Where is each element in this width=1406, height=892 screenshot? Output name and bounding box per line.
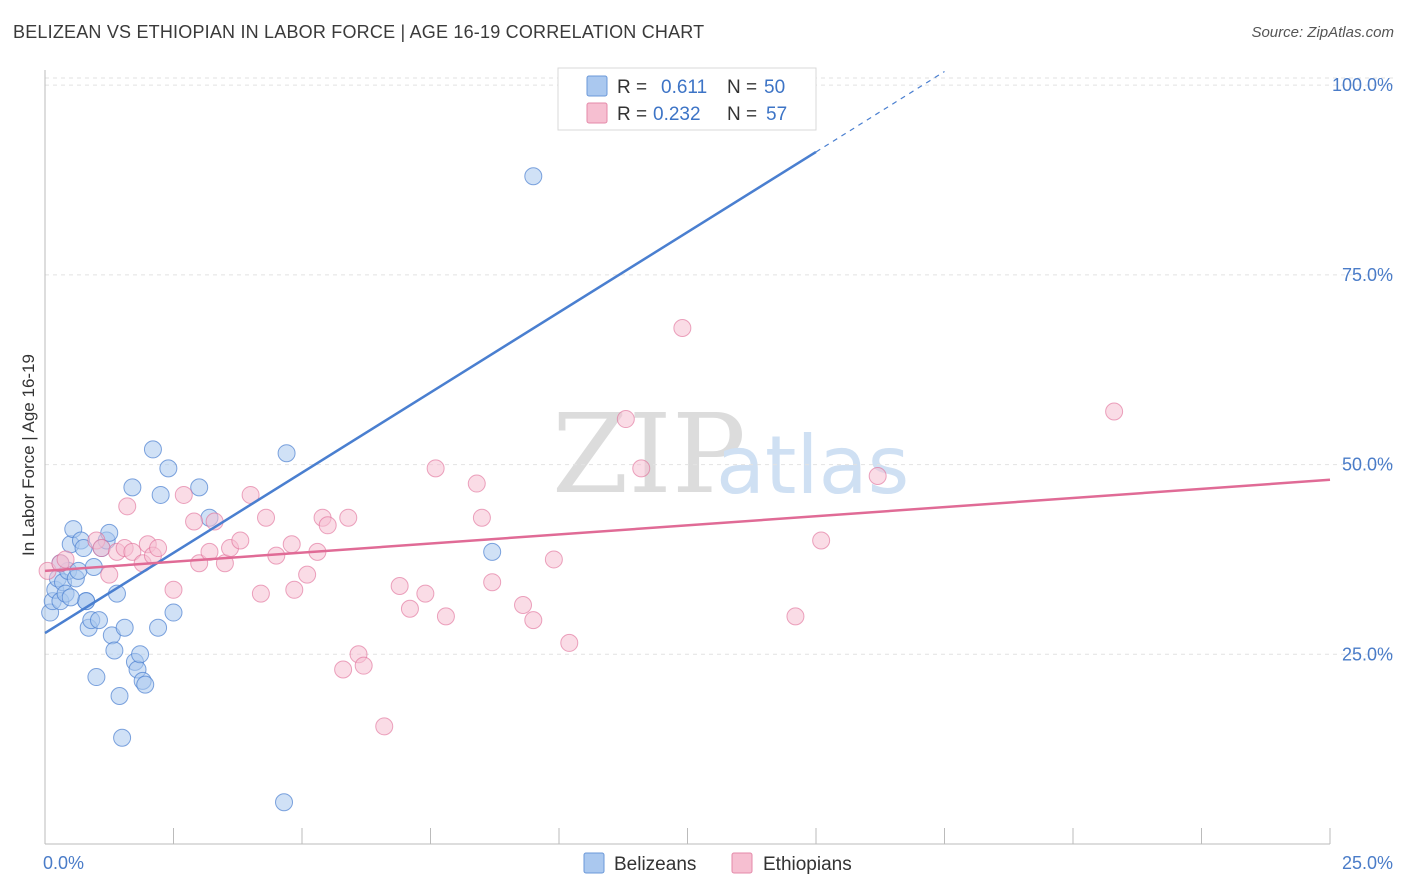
legend-swatch-belizean (586, 75, 608, 97)
series-legend-swatch-belizeans (583, 852, 605, 874)
belizean-point-29 (123, 478, 142, 497)
ethiopian-point-32 (318, 516, 337, 535)
legend-r-label-ethiopian: R = (617, 104, 647, 125)
x-tick-label-0: 0.0% (43, 853, 84, 873)
ethiopian-point-37 (375, 717, 394, 736)
belizean-point-45 (524, 167, 543, 186)
source-credit: Source: ZipAtlas.com (1251, 24, 1394, 41)
ethiopian-point-43 (467, 474, 486, 493)
belizean-point-26 (110, 687, 129, 706)
ethiopian-point-55 (868, 466, 887, 485)
series-legend-label-belizeans: Belizeans (614, 854, 696, 875)
ethiopian-point-5 (100, 565, 119, 584)
legend-r-label-belizean: R = (617, 77, 647, 98)
ethiopian-point-8 (118, 497, 137, 516)
ethiopian-point-46 (514, 595, 533, 614)
legend-n-value-belizean: 50 (764, 77, 785, 98)
ethiopian-point-25 (257, 508, 276, 527)
ethiopian-point-22 (231, 531, 250, 550)
ethiopian-point-47 (524, 611, 543, 630)
ethiopian-point-2 (56, 550, 75, 569)
belizean-trend-extension (815, 71, 945, 153)
ethiopian-point-14 (164, 580, 183, 599)
ethiopian-point-15 (174, 485, 193, 504)
belizean-point-18 (87, 668, 106, 687)
belizean-point-24 (105, 641, 124, 660)
ethiopian-point-40 (416, 584, 435, 603)
belizean-point-49 (61, 588, 80, 607)
ethiopian-point-44 (472, 508, 491, 527)
ethiopian-point-29 (298, 565, 317, 584)
ethiopian-point-13 (149, 539, 168, 558)
ethiopian-point-34 (339, 508, 358, 527)
legend-n-value-ethiopian: 57 (766, 104, 787, 125)
ethiopian-point-49 (560, 633, 579, 652)
ethiopian-point-4 (92, 539, 111, 558)
y-tick-label-1: 50.0% (1342, 455, 1393, 475)
chart-title: BELIZEAN VS ETHIOPIAN IN LABOR FORCE | A… (13, 22, 705, 42)
ethiopian-point-45 (483, 573, 502, 592)
belizean-points (41, 72, 579, 812)
series-legend: Belizeans Ethiopians (583, 852, 852, 875)
y-tick-label-0: 25.0% (1342, 644, 1393, 664)
ethiopian-point-52 (673, 319, 692, 337)
ethiopian-points (38, 319, 1124, 736)
ethiopian-point-39 (400, 599, 419, 618)
x-tick-label-1: 25.0% (1342, 853, 1393, 873)
belizean-point-19 (89, 611, 108, 630)
belizean-point-39 (164, 603, 183, 622)
ethiopian-point-53 (786, 607, 805, 626)
ethiopian-point-27 (282, 535, 301, 554)
belizean-point-44 (483, 542, 502, 561)
ethiopian-point-42 (436, 607, 455, 626)
belizean-point-34 (136, 675, 155, 694)
watermark-zip: ZIP (552, 390, 746, 518)
y-tick-label-3: 100.0% (1332, 75, 1393, 95)
legend-r-value-ethiopian: 0.232 (653, 104, 701, 125)
ethiopian-point-50 (616, 410, 635, 429)
belizean-trend-line (44, 150, 817, 635)
belizean-point-27 (113, 728, 132, 747)
belizean-point-32 (131, 645, 150, 664)
ethiopian-point-54 (812, 531, 831, 550)
belizean-point-35 (143, 440, 162, 459)
legend-r-value-belizean: 0.611 (661, 77, 707, 98)
tick-labels: 25.0% 50.0% 75.0% 100.0% 0.0% 25.0% (43, 75, 1393, 873)
belizean-point-38 (159, 459, 178, 478)
ethiopian-point-51 (632, 459, 651, 478)
series-legend-swatch-ethiopians (731, 852, 753, 874)
legend-n-label-ethiopian: N = (727, 104, 757, 125)
trend-lines (44, 71, 1331, 635)
belizean-point-40 (190, 478, 209, 497)
ethiopian-point-24 (251, 584, 270, 603)
grid-lines (45, 77, 1395, 655)
ethiopian-point-48 (544, 550, 563, 569)
ethiopian-point-28 (285, 580, 304, 599)
belizean-point-43 (275, 793, 294, 812)
belizean-point-28 (115, 618, 134, 637)
ethiopian-point-33 (334, 660, 353, 679)
y-axis-label: In Labor Force | Age 16-19 (19, 354, 38, 556)
belizean-point-42 (277, 444, 296, 463)
watermark-atlas: atlas (716, 419, 909, 512)
ethiopian-point-38 (390, 577, 409, 595)
y-tick-label-2: 75.0% (1342, 265, 1393, 285)
ethiopian-trend-line (44, 478, 1331, 573)
ethiopian-point-9 (123, 542, 142, 561)
axes (44, 70, 1331, 845)
ethiopian-point-16 (185, 512, 204, 531)
legend-swatch-ethiopian (586, 102, 608, 124)
legend-n-label-belizean: N = (727, 77, 757, 98)
ethiopian-point-56 (1105, 402, 1124, 421)
series-legend-label-ethiopians: Ethiopians (763, 854, 852, 875)
belizean-point-37 (151, 485, 170, 504)
ethiopian-point-36 (354, 656, 373, 675)
ethiopian-point-41 (426, 459, 445, 478)
correlation-legend: R = 0.611 N = 50 R = 0.232 N = 57 (557, 67, 817, 131)
belizean-point-36 (149, 618, 168, 637)
